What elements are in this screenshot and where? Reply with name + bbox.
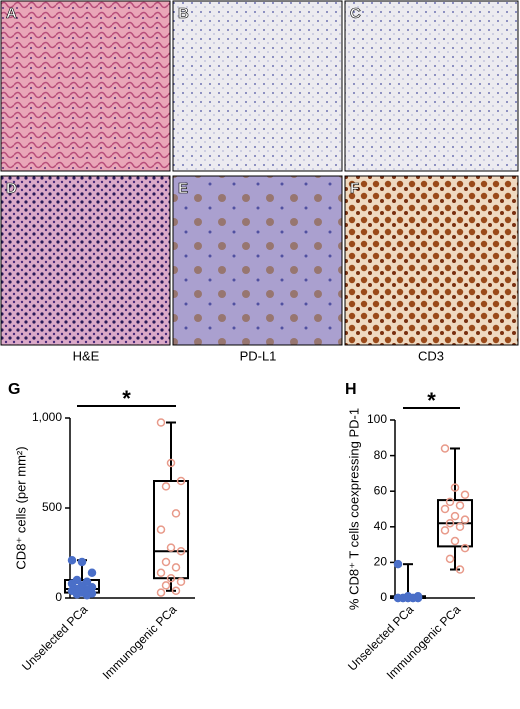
caption: H&E	[73, 348, 100, 363]
y-axis-label: CD8⁺ cells (per mm²)	[13, 446, 28, 569]
data-point	[403, 593, 413, 603]
panel-label: D	[6, 180, 17, 197]
data-point	[450, 511, 460, 521]
data-point	[460, 490, 470, 500]
data-point	[393, 593, 403, 603]
data-point	[161, 557, 171, 567]
data-point	[176, 546, 186, 556]
data-point	[166, 458, 176, 468]
panel-label: C	[350, 5, 361, 22]
data-point	[445, 518, 455, 528]
significance-label: *	[122, 386, 131, 411]
image-panel	[0, 175, 171, 346]
y-axis-label: % CD8⁺ T cells coexpressing PD-1	[346, 408, 361, 610]
data-point	[171, 563, 181, 572]
data-point	[176, 476, 186, 486]
data-point	[166, 543, 176, 552]
data-point	[445, 554, 455, 564]
y-tick-label: 20	[374, 555, 388, 569]
data-point	[445, 497, 455, 507]
caption: PD-L1	[240, 348, 277, 363]
panel-label: A	[6, 5, 17, 22]
y-tick-label: 40	[374, 519, 388, 533]
data-point	[413, 593, 423, 603]
significance-label: *	[427, 388, 436, 413]
data-point	[67, 555, 77, 565]
y-tick-label: 100	[367, 412, 387, 426]
y-tick-label: 0	[55, 590, 62, 604]
x-tick-label: Immunogenic PCa	[100, 602, 180, 682]
data-point	[77, 557, 87, 567]
data-point	[455, 522, 465, 532]
y-tick-label: 80	[374, 448, 388, 462]
data-point	[82, 591, 92, 600]
panel-label: B	[178, 5, 189, 22]
image-panel	[344, 0, 519, 172]
x-tick-label: Unselected PCa	[19, 602, 90, 673]
panel-label: H	[345, 381, 357, 398]
y-tick-label: 60	[374, 483, 388, 497]
data-point	[393, 559, 403, 569]
data-point	[450, 536, 460, 546]
image-panel	[172, 0, 343, 172]
image-panels	[0, 0, 519, 346]
data-point	[455, 501, 465, 510]
y-tick-label: 1,000	[32, 410, 62, 424]
data-point	[161, 482, 171, 491]
box	[153, 480, 189, 580]
panel-label: G	[8, 381, 20, 398]
y-tick-label: 0	[380, 590, 387, 604]
data-point	[161, 581, 171, 590]
data-point	[440, 504, 450, 514]
panel-label: F	[350, 180, 359, 197]
image-panel	[0, 0, 171, 172]
data-point	[156, 588, 166, 597]
data-point	[460, 543, 470, 553]
data-point	[455, 565, 465, 574]
data-point	[450, 483, 460, 492]
data-point	[460, 515, 470, 524]
data-point	[171, 509, 181, 518]
panel-label: E	[178, 180, 188, 197]
caption: CD3	[418, 348, 444, 363]
data-point	[72, 590, 82, 599]
data-point	[176, 577, 186, 587]
data-point	[156, 568, 166, 578]
data-point	[171, 586, 181, 596]
image-panel	[344, 175, 519, 346]
image-panel	[172, 175, 343, 346]
data-point	[87, 568, 97, 578]
data-point	[156, 525, 166, 534]
y-tick-label: 500	[42, 500, 62, 514]
data-point	[440, 526, 450, 535]
data-point	[440, 444, 450, 453]
data-point	[166, 573, 176, 583]
data-point	[156, 418, 166, 427]
